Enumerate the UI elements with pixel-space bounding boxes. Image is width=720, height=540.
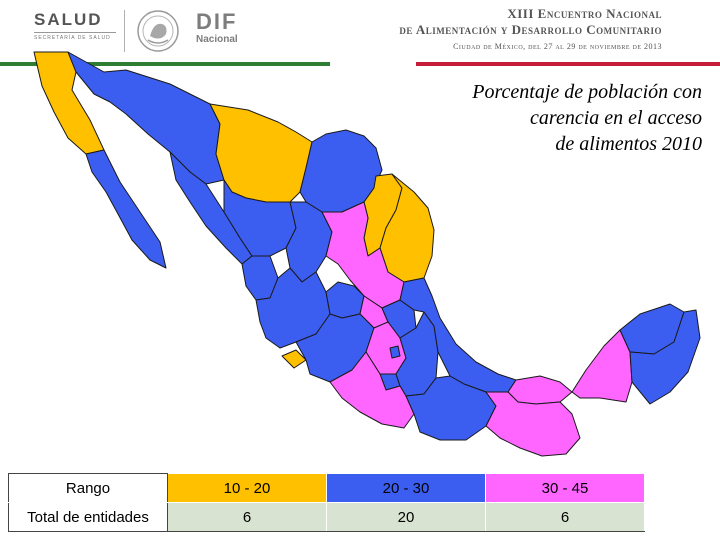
state-tabasco <box>507 375 573 405</box>
dif-logo-text: DIF <box>196 9 238 34</box>
state-campeche <box>571 329 633 403</box>
dif-logo: DIF Nacional <box>196 9 238 46</box>
salud-logo-text: SALUD <box>34 10 103 29</box>
national-seal-icon <box>137 10 179 52</box>
map-title: Porcentaje de población con carencia en … <box>402 79 702 157</box>
page-header: SALUD SECRETARÍA DE SALUD DIF Nacional X… <box>0 0 720 66</box>
map-title-line-3: de alimentos 2010 <box>555 133 702 155</box>
legend-range-row: Rango 10 - 20 20 - 30 30 - 45 <box>8 473 645 503</box>
legend-count-low: 6 <box>167 502 327 532</box>
legend-range-high: 30 - 45 <box>485 473 645 503</box>
event-subtitle: de Alimentación y Desarrollo Comunitario <box>399 22 662 37</box>
state-ciudad-de-mexico <box>389 345 401 359</box>
legend-table: Rango 10 - 20 20 - 30 30 - 45 Total de e… <box>8 473 645 532</box>
event-date: Ciudad de México, del 27 al 29 de noviem… <box>453 42 662 51</box>
legend-range-mid: 20 - 30 <box>326 473 486 503</box>
salud-logo-subtitle: SECRETARÍA DE SALUD <box>34 32 116 41</box>
legend-count-row: Total de entidades 6 20 6 <box>8 502 645 532</box>
header-stripe-green <box>0 62 330 66</box>
logo-divider <box>124 10 125 52</box>
salud-logo: SALUD SECRETARÍA DE SALUD <box>34 10 116 41</box>
legend-count-mid: 20 <box>326 502 486 532</box>
mexico-map <box>33 51 701 457</box>
state-chiapas <box>485 391 581 457</box>
event-banner: XIII Encuentro Nacional de Alimentación … <box>399 6 662 51</box>
event-title: XIII Encuentro Nacional <box>507 6 662 21</box>
legend-range-low: 10 - 20 <box>167 473 327 503</box>
map-title-line-1: Porcentaje de población con <box>472 81 702 103</box>
legend-count-high: 6 <box>485 502 645 532</box>
legend-count-label: Total de entidades <box>8 502 168 532</box>
header-stripe-red <box>416 62 720 66</box>
state-quintana-roo <box>629 309 701 405</box>
dif-logo-subtitle: Nacional <box>196 34 238 45</box>
legend-header-label: Rango <box>8 473 168 503</box>
map-title-line-2: carencia en el acceso <box>530 107 702 129</box>
state-baja-california-sur <box>85 149 167 269</box>
